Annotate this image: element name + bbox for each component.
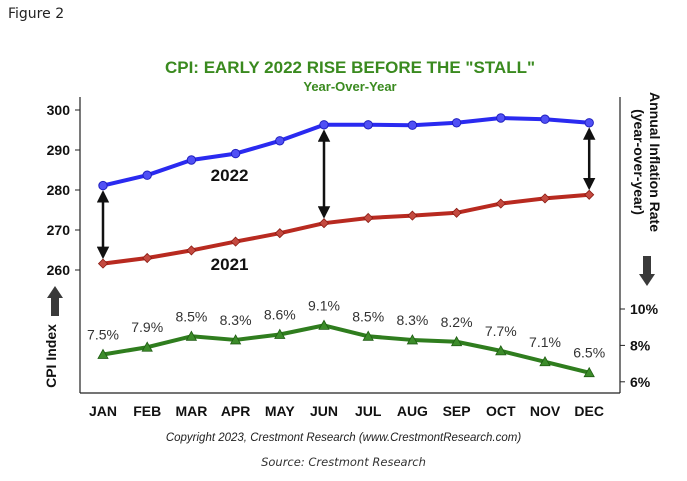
x-tick-label: MAY bbox=[265, 403, 295, 419]
figure-label: Figure 2 bbox=[8, 6, 65, 22]
inflation-point bbox=[318, 319, 330, 330]
left-tick-label: 300 bbox=[47, 102, 71, 118]
series-2021-point bbox=[230, 236, 241, 247]
series-2022-point bbox=[186, 155, 197, 165]
x-tick-label: NOV bbox=[530, 403, 561, 419]
inflation-data-label: 8.6% bbox=[264, 306, 296, 322]
inflation-point bbox=[274, 328, 286, 339]
inflation-data-label: 7.9% bbox=[131, 319, 163, 335]
x-tick-label: AUG bbox=[397, 403, 428, 419]
series-2022-label: 2022 bbox=[211, 166, 249, 185]
series-2022-point bbox=[319, 120, 329, 130]
series-2021-point bbox=[539, 193, 551, 204]
inflation-line bbox=[101, 323, 592, 375]
series-2021-point bbox=[97, 258, 109, 269]
left-tick-label: 260 bbox=[47, 262, 71, 278]
inflation-data-label: 8.5% bbox=[175, 308, 207, 324]
inflation-data-label: 8.5% bbox=[352, 308, 384, 324]
chart-title: CPI: EARLY 2022 RISE BEFORE THE "STALL" bbox=[165, 58, 535, 77]
inflation-point bbox=[229, 334, 242, 345]
series-2022-point bbox=[451, 118, 462, 128]
right-axis-label: Annual Inflation Rate bbox=[647, 92, 663, 232]
series-2022-point bbox=[142, 170, 152, 180]
inflation-point bbox=[362, 330, 374, 341]
x-tick-label: MAR bbox=[175, 403, 207, 419]
series-2021-label: 2021 bbox=[211, 255, 249, 274]
x-tick-label: JUN bbox=[310, 403, 338, 419]
copyright-note: Copyright 2023, Crestmont Research (www.… bbox=[165, 432, 522, 444]
series-2021-point bbox=[142, 252, 153, 264]
right-tick-label: 8% bbox=[630, 337, 651, 353]
x-tick-label: APR bbox=[221, 403, 251, 419]
chart-subtitle: Year-Over-Year bbox=[303, 79, 396, 94]
left-tick-label: 270 bbox=[47, 222, 71, 238]
series-2021-point bbox=[318, 218, 330, 229]
series-2021-point bbox=[584, 189, 595, 200]
left-tick-label: 280 bbox=[47, 182, 71, 198]
inflation-data-label: 7.7% bbox=[485, 323, 517, 339]
series-2021-point bbox=[407, 210, 418, 221]
left-tick-label: 290 bbox=[47, 142, 71, 158]
x-tick-label: JAN bbox=[89, 403, 117, 419]
inflation-data-label: 8.3% bbox=[220, 312, 252, 328]
cpi-chart: CPI: EARLY 2022 RISE BEFORE THE "STALL" … bbox=[43, 58, 663, 419]
inflation-data-label: 6.5% bbox=[573, 345, 605, 361]
inflation-data-label: 7.5% bbox=[87, 327, 119, 343]
series-2022-point bbox=[584, 118, 594, 128]
series-2022-point bbox=[540, 114, 550, 124]
down-arrow-icon bbox=[639, 256, 655, 286]
inflation-data-label: 7.1% bbox=[529, 334, 561, 350]
up-arrow-icon bbox=[47, 286, 63, 316]
inflation-point bbox=[539, 355, 551, 367]
series-2021-point bbox=[186, 245, 197, 256]
inflation-point bbox=[583, 366, 595, 378]
inflation-data-label: 8.2% bbox=[441, 314, 473, 330]
series-2022-line bbox=[101, 116, 592, 188]
x-tick-label: SEP bbox=[443, 403, 471, 419]
inflation-point bbox=[495, 345, 507, 356]
left-axis-label: CPI Index bbox=[43, 324, 59, 388]
series-2022-point bbox=[363, 120, 373, 130]
right-tick-label: 10% bbox=[630, 301, 659, 317]
series-2022-point bbox=[407, 120, 418, 130]
right-tick-label: 6% bbox=[630, 374, 651, 390]
inflation-point bbox=[406, 334, 419, 345]
inflation-point bbox=[185, 330, 198, 341]
x-tick-label: FEB bbox=[133, 403, 161, 419]
inflation-data-label: 9.1% bbox=[308, 297, 340, 313]
inflation-point bbox=[97, 348, 109, 359]
series-2022-point bbox=[98, 180, 108, 191]
x-tick-label: OCT bbox=[486, 403, 516, 419]
x-tick-label: DEC bbox=[574, 403, 604, 419]
series-2021-line bbox=[101, 192, 592, 266]
series-2021-point bbox=[274, 228, 285, 239]
source-note: Source: Crestmont Research bbox=[261, 455, 426, 469]
series-2022-point bbox=[496, 113, 506, 123]
series-2022-point bbox=[275, 136, 285, 146]
series-2022-point bbox=[230, 148, 241, 159]
series-2021-point bbox=[451, 207, 462, 218]
series-2021-point bbox=[495, 198, 506, 209]
series-2021-point bbox=[363, 212, 374, 224]
inflation-point bbox=[450, 335, 463, 347]
right-axis-sublabel: (year-over-year) bbox=[631, 109, 647, 215]
inflation-point bbox=[141, 341, 153, 352]
inflation-data-label: 8.3% bbox=[396, 312, 428, 328]
x-tick-label: JUL bbox=[355, 403, 382, 419]
